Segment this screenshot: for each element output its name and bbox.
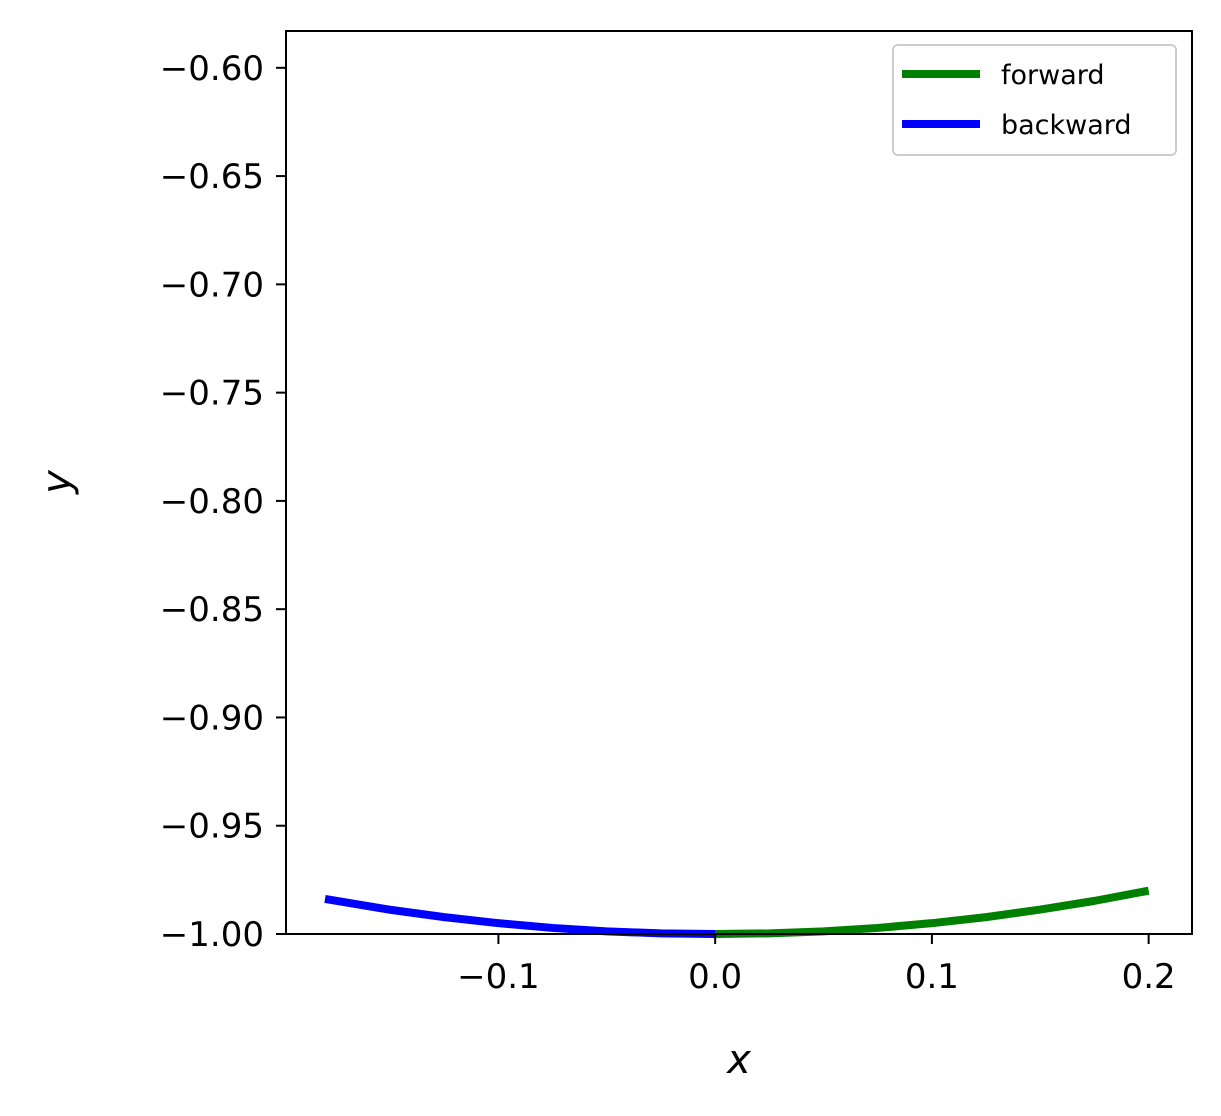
x-tick-label: 0.2 bbox=[1122, 957, 1176, 997]
x-ticks: −0.1 0.0 0.1 0.2 bbox=[457, 934, 1176, 997]
y-tick-label: −0.85 bbox=[160, 590, 264, 630]
series-line-forward bbox=[715, 886, 1150, 938]
y-tick-label: −0.60 bbox=[160, 49, 264, 89]
y-ticks: −1.00 −0.95 −0.90 −0.85 −0.80 −0.75 −0.70 −0.65… bbox=[160, 49, 286, 955]
legend-backward-label: backward bbox=[1001, 110, 1132, 141]
y-tick-label: −1.00 bbox=[160, 915, 264, 955]
legend-forward-label: forward bbox=[1001, 60, 1105, 91]
x-axis-label: x bbox=[725, 1037, 751, 1083]
y-tick-label: −0.75 bbox=[160, 374, 264, 414]
plot-frame bbox=[285, 30, 1193, 935]
x-tick-label: 0.1 bbox=[905, 957, 959, 997]
y-tick-label: −0.65 bbox=[160, 157, 264, 197]
x-tick-label: 0.0 bbox=[688, 957, 742, 997]
x-tick-label: −0.1 bbox=[457, 957, 540, 997]
y-axis-label: y bbox=[34, 469, 80, 495]
y-tick-label: −0.90 bbox=[160, 698, 264, 738]
legend: forward backward bbox=[892, 44, 1177, 156]
y-tick-label: −0.95 bbox=[160, 807, 264, 847]
y-tick-label: −0.70 bbox=[160, 265, 264, 305]
y-tick-label: −0.80 bbox=[160, 482, 264, 522]
